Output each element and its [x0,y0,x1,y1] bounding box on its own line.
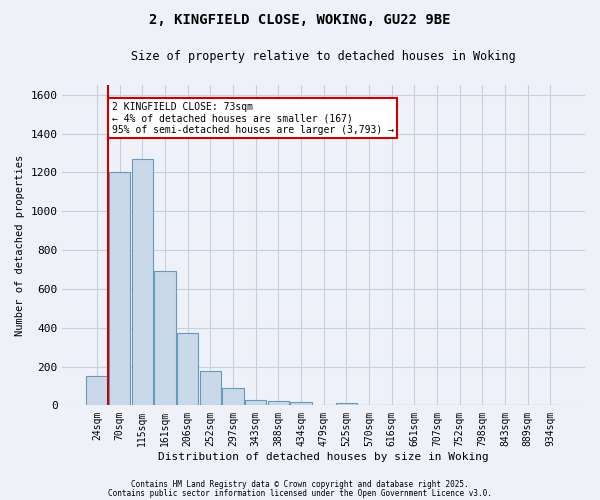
Title: Size of property relative to detached houses in Woking: Size of property relative to detached ho… [131,50,516,63]
Bar [177,332,199,406]
Bar [154,272,176,406]
Bar [200,372,221,406]
X-axis label: Distribution of detached houses by size in Woking: Distribution of detached houses by size … [158,452,489,462]
Bar [335,402,357,406]
Text: 2, KINGFIELD CLOSE, WOKING, GU22 9BE: 2, KINGFIELD CLOSE, WOKING, GU22 9BE [149,12,451,26]
Text: 2 KINGFIELD CLOSE: 73sqm
← 4% of detached houses are smaller (167)
95% of semi-d: 2 KINGFIELD CLOSE: 73sqm ← 4% of detache… [112,102,394,134]
Bar [109,172,130,406]
Text: Contains public sector information licensed under the Open Government Licence v3: Contains public sector information licen… [108,488,492,498]
Bar [131,159,153,406]
Bar [86,376,108,406]
Bar [268,400,289,406]
Bar [245,400,266,406]
Bar [222,388,244,406]
Bar [290,402,312,406]
Y-axis label: Number of detached properties: Number of detached properties [15,154,25,336]
Text: Contains HM Land Registry data © Crown copyright and database right 2025.: Contains HM Land Registry data © Crown c… [131,480,469,489]
